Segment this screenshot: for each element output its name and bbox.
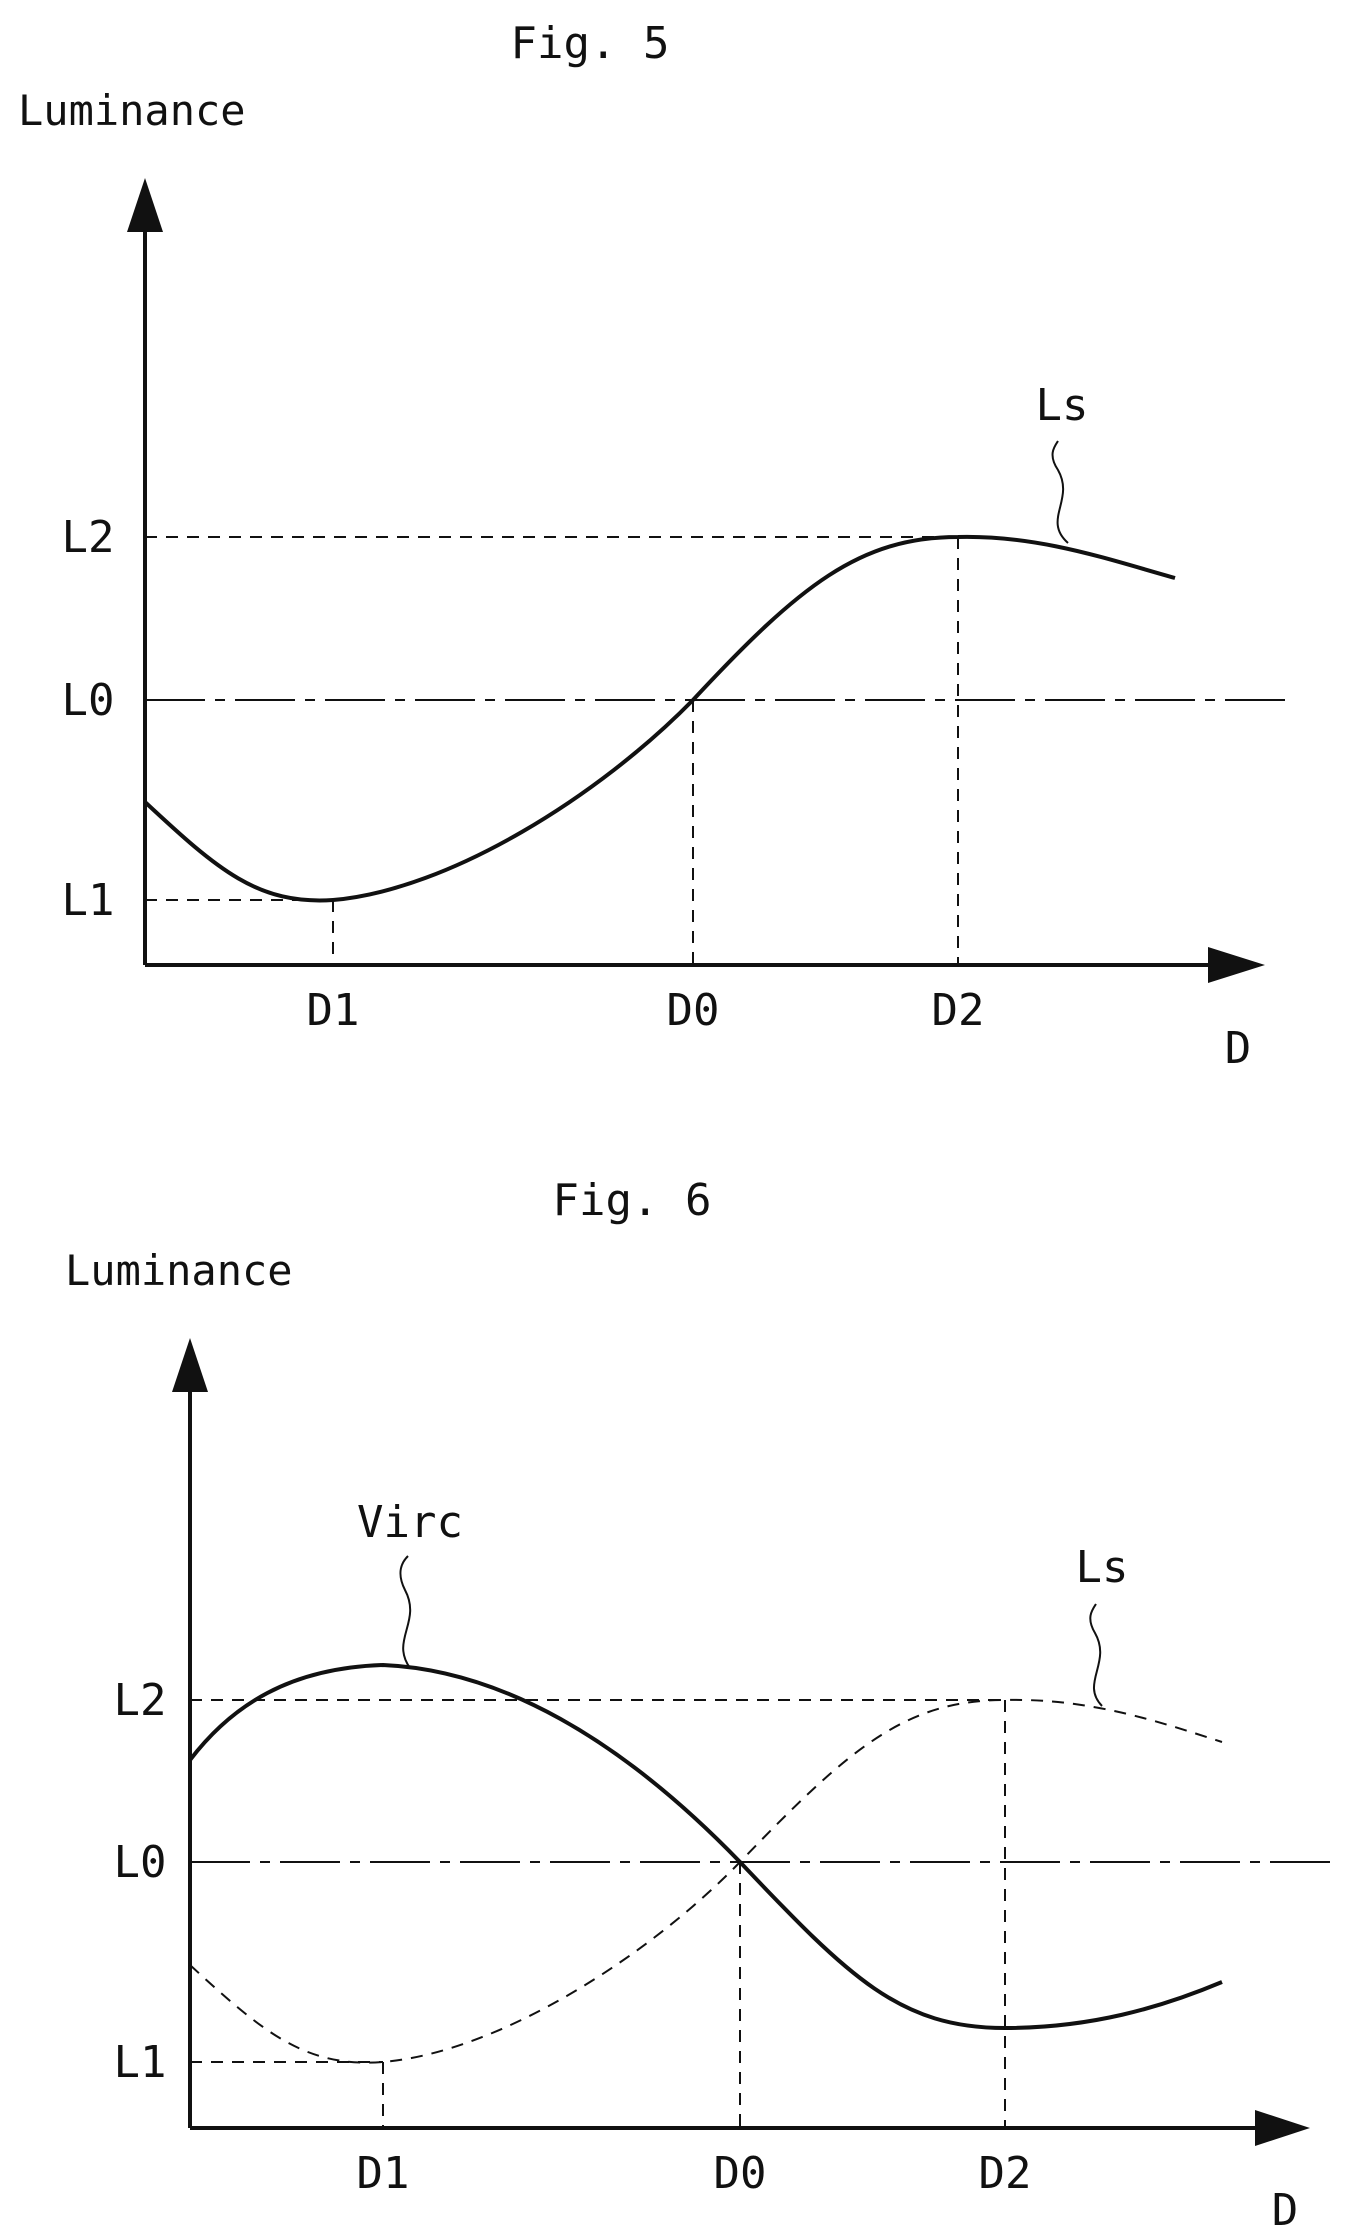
figure-5-x-axis-label: D bbox=[1225, 1023, 1252, 1074]
figure-5-title: Fig. 5 bbox=[511, 18, 670, 69]
figure-5-ls-label: Ls bbox=[1036, 380, 1089, 431]
figure-5-d0-tick: D0 bbox=[667, 985, 720, 1036]
figure-6-d1-tick: D1 bbox=[357, 2148, 410, 2199]
figure-5: Fig. 5 Luminance D Ls L2 L0 L1 D1 D0 D2 bbox=[18, 18, 1290, 1074]
figure-5-d1-tick: D1 bbox=[307, 985, 360, 1036]
figure-6-l1-tick: L1 bbox=[114, 2037, 167, 2088]
figure-5-l0-tick: L0 bbox=[62, 675, 115, 726]
figure-5-l2-tick: L2 bbox=[62, 512, 115, 563]
figure-5-l1-tick: L1 bbox=[62, 875, 115, 926]
figure-5-y-axis-label: Luminance bbox=[18, 86, 246, 135]
figure-5-x-axis-arrowhead bbox=[1208, 947, 1265, 983]
figure-6-virc-curve bbox=[188, 1662, 1223, 2031]
figure-6-ls-label: Ls bbox=[1076, 1542, 1129, 1593]
figure-6: Fig. 6 Luminance D Ls Virc L2 L0 L1 D1 D… bbox=[65, 1175, 1340, 2235]
figure-5-y-axis-arrowhead bbox=[127, 178, 163, 232]
figure-6-d2-tick: D2 bbox=[979, 2148, 1032, 2199]
figure-6-virc-leader bbox=[399, 1555, 412, 1669]
figure-6-y-axis-label: Luminance bbox=[65, 1246, 293, 1295]
figure-6-l2-tick: L2 bbox=[114, 1675, 167, 1726]
figure-5-ls-leader bbox=[1051, 440, 1069, 544]
figure-6-title: Fig. 6 bbox=[553, 1175, 712, 1226]
figure-5-ls-curve bbox=[143, 534, 1176, 903]
figure-6-virc-label: Virc bbox=[357, 1497, 463, 1548]
figure-6-x-axis-arrowhead bbox=[1255, 2110, 1310, 2146]
figure-6-ls-leader bbox=[1089, 1603, 1103, 1707]
figure-6-ls-curve bbox=[189, 1698, 1223, 2064]
figure-6-y-axis-arrowhead bbox=[172, 1338, 208, 1392]
figure-6-l0-tick: L0 bbox=[114, 1837, 167, 1888]
figure-6-x-axis-label: D bbox=[1272, 2185, 1299, 2235]
figure-5-d2-tick: D2 bbox=[932, 985, 985, 1036]
figure-6-d0-tick: D0 bbox=[714, 2148, 767, 2199]
